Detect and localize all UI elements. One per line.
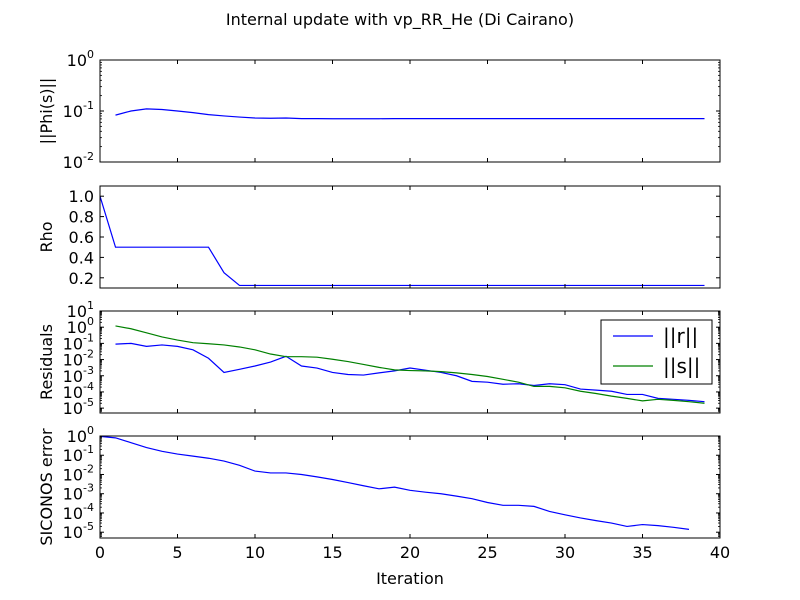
y-tick-label: 0.6 <box>69 228 94 247</box>
legend-label: ||r|| <box>663 324 698 348</box>
y-tick-label: 10-3 <box>63 482 94 504</box>
y-tick-label: 10-2 <box>63 348 94 370</box>
series-line-1-1 <box>115 108 705 120</box>
y-tick-label: 10-2 <box>63 462 94 484</box>
y-axis-label: SICONOS error <box>37 428 56 546</box>
x-tick-label: 10 <box>245 543 265 562</box>
x-tick-label: 35 <box>632 543 652 562</box>
series-line-3-2 <box>115 325 705 404</box>
y-axis-label: Rho <box>37 221 56 252</box>
x-tick-label: 15 <box>322 543 342 562</box>
y-tick-label: 10-1 <box>63 331 94 353</box>
panel-2: 0.2 0.40.60.8 1.0 Rho <box>37 185 721 289</box>
x-tick-label: 40 <box>710 543 730 562</box>
y-tick-label: 10-1 <box>63 443 94 465</box>
x-axis-label: Iteration <box>376 569 444 588</box>
y-axis-label: ||Phi(s)|| <box>37 78 56 145</box>
y-tick-label: 10-1 <box>63 99 94 121</box>
y-tick-label: 10-2 <box>63 150 94 172</box>
y-tick-label: 10-4 <box>63 380 94 402</box>
y-tick-label: 100 <box>67 48 94 70</box>
series-line-2-1 <box>100 196 705 287</box>
panel-1: 10-2 10-1 100 ||Phi(s)|| <box>37 48 721 172</box>
series-line-3-1 <box>115 342 705 403</box>
y-tick-label: 0.2 <box>69 269 94 288</box>
figure-title: Internal update with vp_RR_He (Di Cairan… <box>226 10 574 30</box>
y-tick-label: 0.8 <box>69 208 94 227</box>
y-tick-label: 0.4 <box>69 248 94 267</box>
y-tick-label: 10-5 <box>63 520 94 542</box>
y-tick-label: 10-3 <box>63 364 94 386</box>
legend-box <box>600 319 713 385</box>
x-tick-label: 0 <box>95 543 105 562</box>
y-tick-label: 101 <box>67 299 94 321</box>
legend: ||r|| ||s|| <box>600 319 713 385</box>
legend-label: ||s|| <box>663 354 700 378</box>
y-tick-label: 1.0 <box>69 187 94 206</box>
y-tick-label: 10-5 <box>63 396 94 418</box>
y-tick-label: 10-4 <box>63 501 94 523</box>
x-tick-label: 30 <box>555 543 575 562</box>
y-axis-label: Residuals <box>37 324 56 400</box>
series-line-4-1 <box>100 436 690 530</box>
y-tick-label: 100 <box>67 424 94 446</box>
y-tick-label: 100 <box>67 315 94 337</box>
x-tick-label: 25 <box>477 543 497 562</box>
x-tick-label: 5 <box>172 543 182 562</box>
x-tick-label: 20 <box>400 543 420 562</box>
